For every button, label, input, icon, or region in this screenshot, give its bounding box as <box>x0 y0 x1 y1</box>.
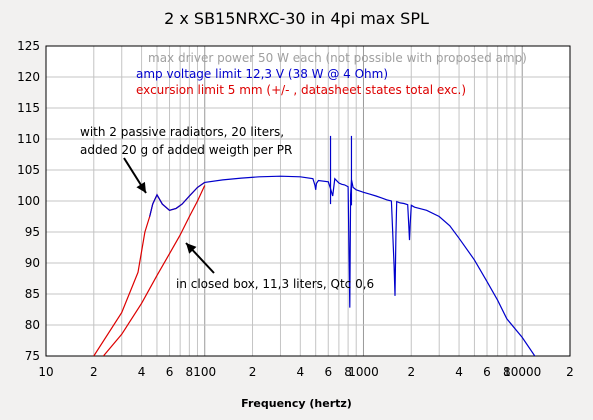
x-tick-label: 2 <box>249 365 257 379</box>
x-tick-label: 6 <box>483 365 491 379</box>
y-tick-label: 115 <box>17 101 40 115</box>
annotation-text: added 20 g of added weigth per PR <box>80 143 292 157</box>
series-line-2 <box>149 175 536 356</box>
x-tick-label: 4 <box>455 365 463 379</box>
annotation-text: with 2 passive radiators, 20 liters, <box>80 125 284 139</box>
plot-frame <box>45 45 571 357</box>
x-tick-label: 1000 <box>348 365 379 379</box>
y-tick-label: 110 <box>17 132 40 146</box>
x-tick-label: 4 <box>138 365 146 379</box>
x-tick-label: 10 <box>38 365 53 379</box>
y-tick-label: 85 <box>25 287 40 301</box>
x-axis-label: Frequency (hertz) <box>241 397 352 410</box>
y-tick-label: 105 <box>17 163 40 177</box>
x-tick-label: 6 <box>324 365 332 379</box>
x-tick-label: 2 <box>566 365 574 379</box>
x-tick-label: 100 <box>193 365 216 379</box>
y-tick-label: 100 <box>17 194 40 208</box>
x-tick-label: 8 <box>344 365 352 379</box>
y-tick-label: 120 <box>17 70 40 84</box>
y-tick-label: 90 <box>25 256 40 270</box>
y-tick-label: 75 <box>25 349 40 363</box>
y-tick-label: 95 <box>25 225 40 239</box>
x-tick-label: 10000 <box>503 365 541 379</box>
legend-entry: max driver power 50 W each (not possible… <box>148 51 527 65</box>
x-tick-label: 2 <box>90 365 98 379</box>
y-tick-label: 125 <box>17 39 40 53</box>
x-tick-label: 8 <box>503 365 511 379</box>
legend-entry: excursion limit 5 mm (+/- , datasheet st… <box>136 83 466 97</box>
legend-entry: amp voltage limit 12,3 V (38 W @ 4 Ohm) <box>136 67 388 81</box>
annotation-text: in closed box, 11,3 liters, Qtc 0,6 <box>176 277 374 291</box>
x-tick-label: 6 <box>166 365 174 379</box>
y-tick-label: 80 <box>25 318 40 332</box>
annotation-arrowhead <box>136 181 146 193</box>
series-line-1 <box>102 185 206 356</box>
x-tick-label: 8 <box>186 365 194 379</box>
annotation-arrowhead <box>186 243 197 254</box>
x-tick-label: 2 <box>407 365 415 379</box>
x-tick-label: 4 <box>296 365 304 379</box>
chart-title: 2 x SB15NRXC-30 in 4pi max SPL <box>164 9 429 28</box>
